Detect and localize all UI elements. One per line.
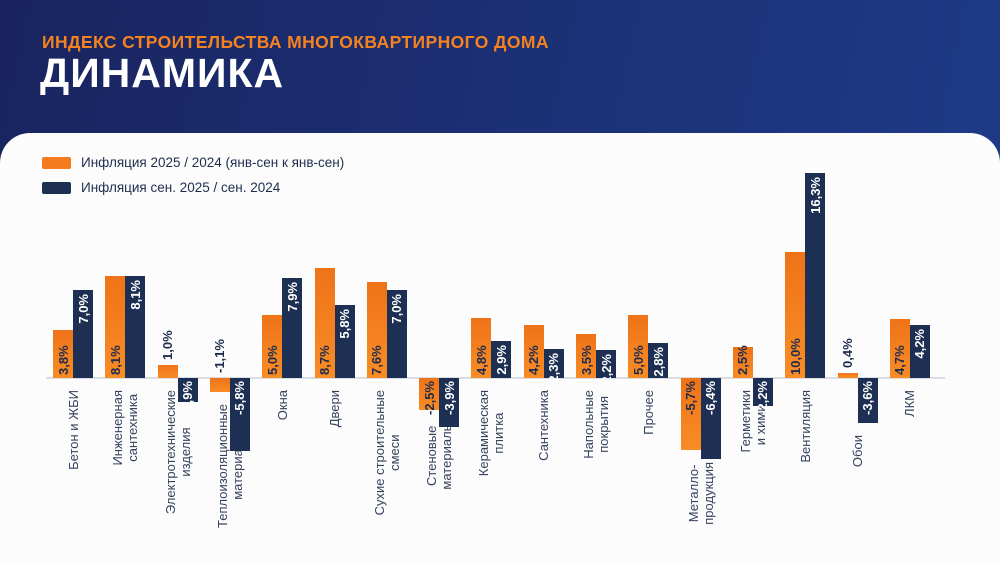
legend-label-ytd: Инфляция 2025 / 2024 (янв-сен к янв-сен) — [81, 155, 345, 170]
bar-sep-7 — [386, 289, 407, 378]
bar-ytd-12 — [628, 315, 649, 378]
slide-kicker: ИНДЕКС СТРОИТЕЛЬСТВА МНОГОКВАРТИРНОГО ДО… — [42, 32, 549, 52]
bar-sep-2 — [125, 275, 146, 378]
bar-ytd-13 — [680, 378, 701, 450]
bar-sep-17 — [909, 325, 930, 378]
legend-swatch-navy — [42, 181, 71, 194]
bar-ytd-7 — [366, 282, 387, 378]
bar-ytd-14 — [732, 346, 753, 378]
x-axis-line — [46, 377, 945, 379]
bar-sep-3 — [177, 378, 198, 402]
bar-ytd-3 — [157, 365, 178, 378]
bar-sep-15 — [805, 172, 826, 378]
bar-ytd-2 — [105, 275, 126, 378]
bar-ytd-15 — [785, 252, 806, 378]
legend-item-ytd: Инфляция 2025 / 2024 (янв-сен к янв-сен) — [42, 150, 344, 175]
bar-sep-8 — [439, 378, 460, 428]
legend-label-sep: Инфляция сен. 2025 / сен. 2024 — [81, 180, 281, 195]
bar-ytd-16 — [837, 372, 858, 378]
bar-sep-10 — [543, 349, 564, 378]
legend-item-sep: Инфляция сен. 2025 / сен. 2024 — [42, 175, 344, 200]
bar-ytd-4 — [209, 378, 230, 392]
bar-sep-13 — [700, 378, 721, 459]
bar-ytd-10 — [523, 325, 544, 378]
bar-sep-1 — [73, 289, 93, 378]
bar-ytd-8 — [419, 378, 440, 410]
bar-ytd-11 — [576, 333, 596, 378]
legend-swatch-orange — [42, 156, 71, 169]
bar-sep-6 — [334, 304, 355, 378]
page-title: ДИНАМИКА — [40, 50, 285, 96]
bar-sep-9 — [491, 341, 512, 378]
bar-sep-12 — [648, 342, 669, 378]
bar-sep-16 — [857, 378, 878, 424]
bar-ytd-6 — [314, 268, 335, 378]
bar-sep-4 — [229, 378, 250, 452]
bar-ytd-1 — [53, 330, 73, 378]
bar-sep-11 — [596, 350, 616, 378]
slide-header: ИНДЕКС СТРОИТЕЛЬСТВА МНОГОКВАРТИРНОГО ДО… — [0, 0, 1000, 133]
bar-ytd-5 — [262, 315, 283, 378]
bar-sep-14 — [752, 378, 773, 406]
chart-legend: Инфляция 2025 / 2024 (янв-сен к янв-сен)… — [42, 150, 344, 200]
bar-ytd-17 — [889, 318, 910, 378]
bar-ytd-9 — [471, 317, 492, 378]
bar-sep-5 — [282, 278, 303, 378]
